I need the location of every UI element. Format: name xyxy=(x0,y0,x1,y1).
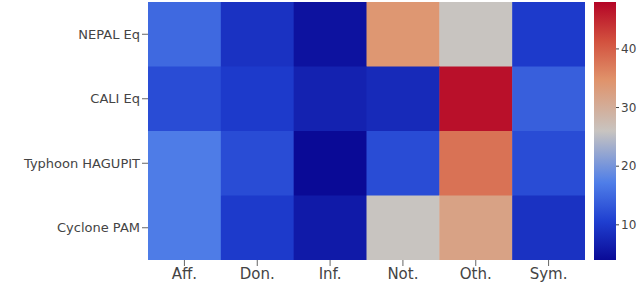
svg-text:Cyclone PAM: Cyclone PAM xyxy=(57,220,140,235)
svg-text:Not.: Not. xyxy=(387,265,418,283)
svg-text:Typhoon HAGUPIT: Typhoon HAGUPIT xyxy=(23,156,140,171)
svg-text:40: 40 xyxy=(621,42,632,56)
svg-text:Oth.: Oth. xyxy=(460,265,492,283)
svg-text:20: 20 xyxy=(621,159,632,173)
svg-text:Inf.: Inf. xyxy=(319,265,342,283)
svg-text:Don.: Don. xyxy=(240,265,275,283)
svg-text:Aff.: Aff. xyxy=(172,265,197,283)
svg-text:CALI Eq: CALI Eq xyxy=(90,91,140,106)
svg-text:Sym.: Sym. xyxy=(530,265,568,283)
svg-text:30: 30 xyxy=(621,101,632,115)
svg-text:NEPAL Eq: NEPAL Eq xyxy=(78,27,140,42)
svg-text:10: 10 xyxy=(621,218,632,232)
